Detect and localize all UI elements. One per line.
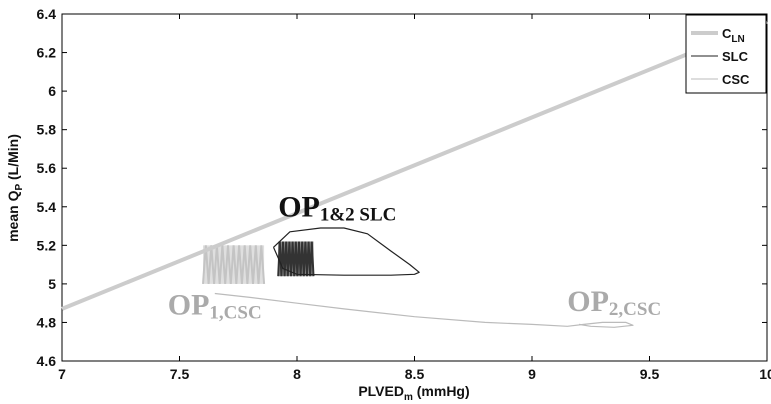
y-tick-label: 4.8 — [37, 314, 57, 330]
legend-label-sub: LN — [731, 34, 744, 45]
plot-area — [61, 13, 768, 362]
x-tick-label: 7.5 — [170, 366, 190, 382]
tick-layer: 7 7.5 8 8.5 9 9.5 10 4.6 4.8 5 5.2 5.4 5.6 5.8 6 6.2 6.4 — [37, 6, 771, 382]
legend: CLN SLC CSC — [685, 14, 767, 94]
series-line-csc — [214, 292, 634, 328]
y-tick-label: 6.4 — [37, 6, 57, 22]
y-tick-label: 6 — [48, 83, 56, 99]
x-tick-label: 8.5 — [405, 366, 425, 382]
series-line-c-ln — [61, 19, 768, 311]
y-axis-label-main: mean Q — [5, 190, 21, 241]
legend-box — [685, 14, 767, 94]
legend-label-main: C — [722, 26, 732, 41]
oscillation-band-fill — [278, 241, 314, 277]
oscillation-band-csc — [202, 245, 266, 284]
legend-label-main: CSC — [722, 72, 750, 87]
y-tick-label: 6.2 — [37, 45, 57, 61]
x-tick-label: 7 — [58, 366, 66, 382]
x-tick-label: 10 — [759, 366, 771, 382]
legend-label: CSC — [722, 72, 750, 87]
x-axis-label-sub: m — [404, 392, 413, 403]
legend-label: SLC — [722, 49, 749, 64]
legend-label: CLN — [722, 26, 745, 45]
y-tick-label: 4.6 — [37, 353, 57, 369]
annotation-sub: 1,CSC — [209, 303, 261, 324]
x-axis-label-main: PLVED — [358, 383, 404, 399]
y-tick-label: 5 — [48, 276, 56, 292]
y-tick-label: 5.6 — [37, 160, 57, 176]
annotation-main: OP — [567, 285, 609, 318]
annotation-main: OP — [278, 190, 320, 223]
x-tick-label: 9.5 — [640, 366, 660, 382]
annotation-main: OP — [168, 289, 210, 322]
x-axis-label: PLVEDm (mmHg) — [358, 383, 469, 403]
annotation-label: OP2,CSC — [567, 285, 661, 320]
y-axis-label-unit: (L/Min) — [5, 134, 21, 184]
oscillation-band-slc — [277, 241, 315, 277]
annotation-sub: 2,CSC — [609, 299, 661, 320]
series-layer — [61, 19, 768, 328]
x-tick-label: 9 — [528, 366, 536, 382]
annotation-label: OP1&2 SLC — [278, 190, 396, 225]
y-tick-label: 5.2 — [37, 237, 57, 253]
x-tick-label: 8 — [293, 366, 301, 382]
oscillation-band-fill — [203, 245, 265, 284]
annotation-label: OP1,CSC — [168, 289, 262, 324]
legend-label-main: SLC — [722, 49, 749, 64]
y-tick-label: 5.4 — [37, 199, 57, 215]
annotation-sub: 1&2 SLC — [320, 204, 397, 225]
y-tick-label: 5.8 — [37, 122, 57, 138]
x-axis-label-unit: (mmHg) — [413, 383, 470, 399]
series-line-slc — [272, 227, 420, 276]
y-axis-label-sub: P — [14, 184, 25, 191]
y-axis-label: mean QP (L/Min) — [5, 134, 25, 242]
